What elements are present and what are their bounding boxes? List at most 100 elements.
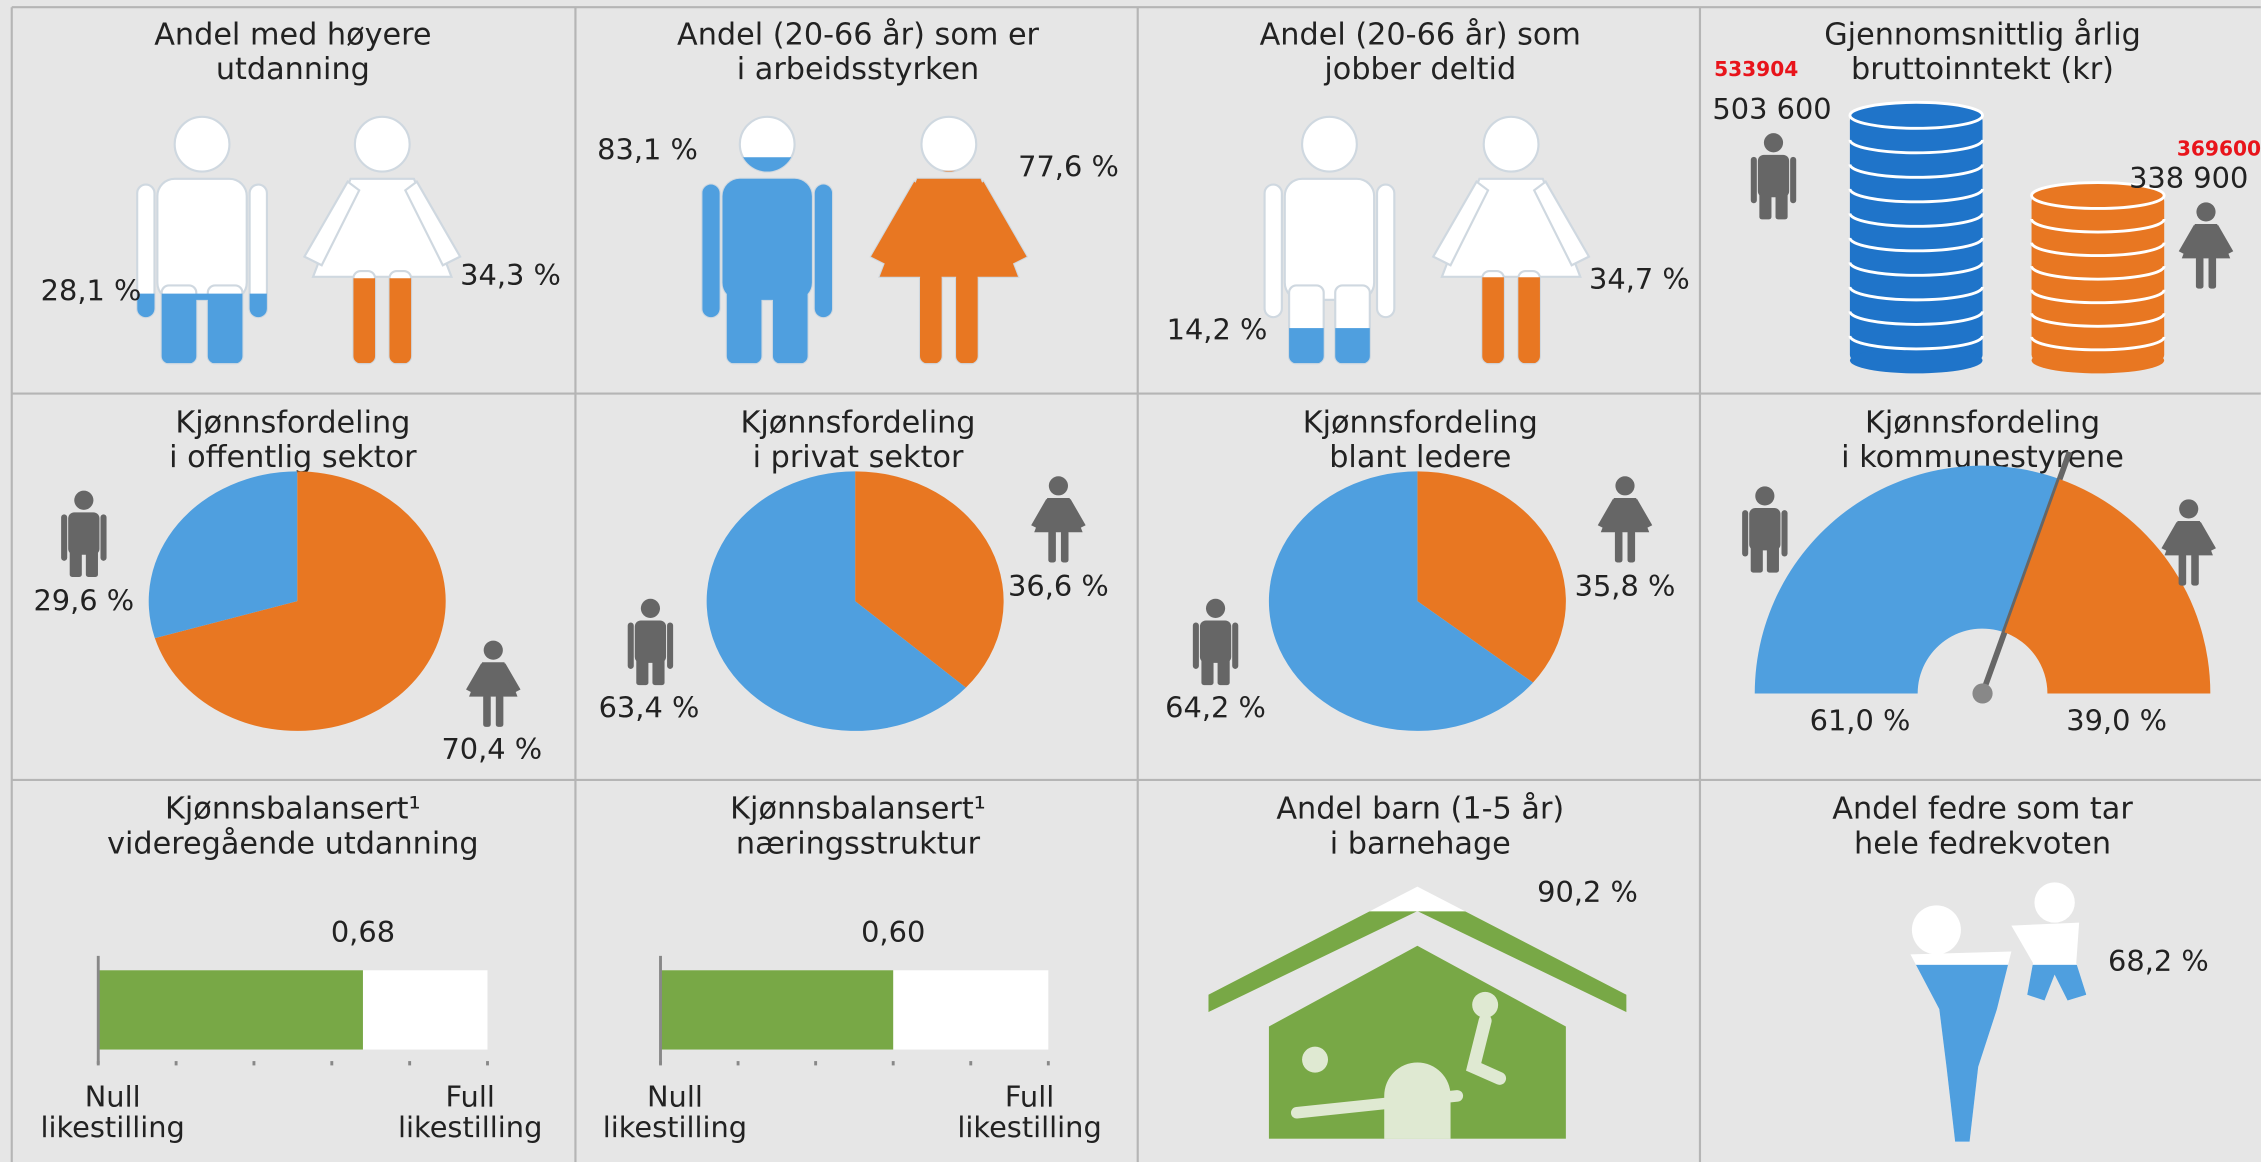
panel-title: Andel barn (1-5 år)	[1276, 792, 1564, 827]
person-icon	[1615, 530, 1623, 562]
panel-title: Andel fedre som tar	[1832, 792, 2133, 827]
person-icon	[628, 623, 634, 669]
infographic: Andel med høyereutdanning28,1 %34,3 %And…	[0, 0, 2261, 1162]
panel-title: Kjønnsfordeling	[175, 405, 410, 440]
person-icon	[2191, 553, 2199, 585]
figure-outline	[2034, 882, 2074, 922]
person-icon	[61, 514, 67, 560]
value-label: 35,8 %	[1575, 569, 1676, 603]
child-2	[1472, 992, 1498, 1018]
person-icon	[74, 491, 93, 510]
value-label: 36,6 %	[1008, 569, 1109, 603]
value-label: 90,2 %	[1537, 875, 1638, 909]
value-label: 83,1 %	[597, 132, 698, 166]
person-icon	[635, 621, 666, 663]
figure-outline	[1377, 185, 1394, 318]
axis-label: Null	[647, 1080, 703, 1114]
value-label: 0,60	[861, 915, 925, 949]
person-icon	[2179, 499, 2198, 518]
figure-outline	[1484, 117, 1539, 172]
value-label: 64,2 %	[1165, 690, 1266, 724]
person-icon	[1767, 545, 1779, 572]
figure-outline	[355, 117, 410, 172]
panel-title: jobber deltid	[1323, 52, 1516, 87]
value-label: 0,68	[331, 915, 395, 949]
panel-title: Kjønnsbalansert¹	[730, 792, 986, 827]
figure-outline	[175, 117, 230, 172]
coin-top	[1850, 102, 1983, 128]
coin-bottom	[1850, 347, 1983, 373]
person-icon	[1781, 510, 1787, 556]
panel-title: Kjønnsbalansert¹	[165, 792, 421, 827]
axis-label: Full	[446, 1080, 495, 1114]
person-icon	[1764, 133, 1783, 152]
person-icon	[483, 695, 491, 727]
panel-title: Kjønnsfordeling	[740, 405, 975, 440]
value-label: 39,0 %	[2066, 703, 2167, 737]
person-icon	[1755, 486, 1774, 505]
value-label: 63,4 %	[599, 690, 700, 724]
figure-outline	[921, 117, 976, 172]
value-label: 14,2 %	[1167, 313, 1268, 347]
person-icon	[1751, 157, 1757, 203]
panel-title: Andel (20-66 år) som	[1260, 18, 1581, 53]
annotation: 369600	[2177, 136, 2261, 160]
panel-title: i privat sektor	[753, 440, 964, 475]
axis-label: likestilling	[603, 1110, 747, 1144]
value-label: 61,0 %	[1810, 703, 1911, 737]
value-label: 28,1 %	[41, 274, 142, 308]
panel-title: næringsstruktur	[736, 826, 981, 861]
person-icon	[100, 514, 106, 560]
figure-outline	[1912, 905, 1961, 954]
panel-title: Gjennomsnittlig årlig	[1824, 18, 2141, 53]
person-icon	[1758, 155, 1789, 197]
gauge-knob	[1972, 683, 1992, 703]
person-icon	[1206, 599, 1225, 618]
person-icon	[1759, 192, 1771, 219]
person-icon	[496, 695, 504, 727]
panel-title: Kjønnsfordeling	[1865, 405, 2100, 440]
panel-title: hele fedrekvoten	[1854, 826, 2111, 861]
panel-title: videregående utdanning	[107, 826, 479, 861]
axis-label: likestilling	[398, 1110, 542, 1144]
panel-title: Andel (20-66 år) som er	[677, 18, 1040, 53]
annotation: 533904	[1714, 57, 1798, 81]
person-icon	[2196, 202, 2215, 221]
panel-title: i barnehage	[1330, 826, 1511, 861]
person-icon	[484, 641, 503, 660]
person-icon	[1790, 157, 1796, 203]
coin-bottom	[2032, 347, 2165, 373]
figure-outline	[1265, 185, 1282, 318]
child-1	[1302, 1047, 1328, 1073]
bar	[661, 970, 894, 1049]
panel-title: Kjønnsfordeling	[1303, 405, 1538, 440]
bar	[98, 970, 363, 1049]
figure-outline	[157, 179, 246, 300]
person-icon	[652, 658, 664, 685]
panel-title: i offentlig sektor	[169, 440, 417, 475]
panel-title: i arbeidsstyrken	[737, 52, 979, 87]
person-icon	[1061, 530, 1069, 562]
person-icon	[667, 623, 673, 669]
value-label: 29,6 %	[33, 584, 134, 618]
person-icon	[1628, 530, 1636, 562]
person-icon	[2179, 553, 2187, 585]
person-icon	[86, 550, 98, 577]
axis-label: Null	[85, 1080, 141, 1114]
person-icon	[1201, 658, 1213, 685]
page: Andel med høyereutdanning28,1 %34,3 %And…	[0, 0, 2261, 1162]
person-icon	[1232, 623, 1238, 669]
person-icon	[641, 599, 660, 618]
axis-label: Full	[1005, 1080, 1054, 1114]
value-label: 77,6 %	[1018, 150, 1119, 184]
person-icon	[70, 550, 82, 577]
figure-outline	[1302, 117, 1357, 172]
value-label: 70,4 %	[441, 732, 542, 766]
value-label: 34,3 %	[460, 258, 561, 292]
axis-label: likestilling	[40, 1110, 184, 1144]
person-icon	[2209, 256, 2217, 288]
panel-title: Andel med høyere	[154, 18, 431, 53]
figure-outline	[1285, 179, 1374, 300]
person-icon	[68, 512, 99, 554]
person-icon	[1776, 192, 1788, 219]
